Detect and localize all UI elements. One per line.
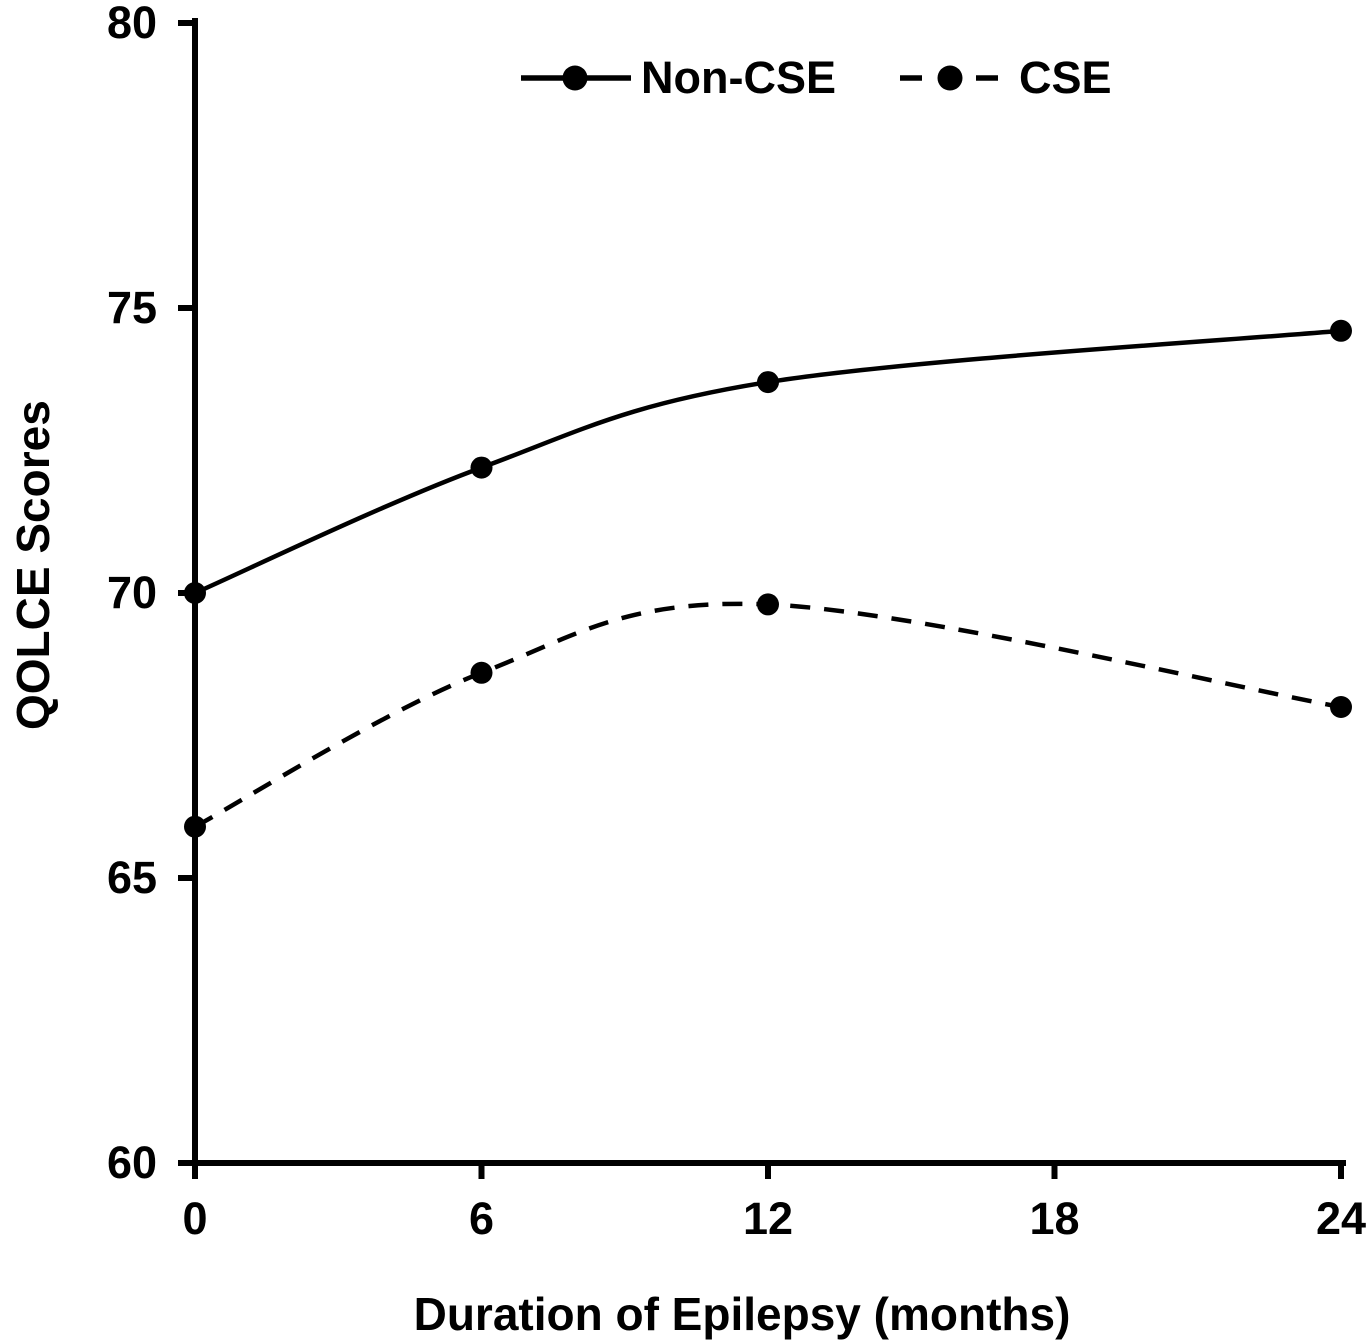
y-axis-title: QOLCE Scores	[7, 400, 59, 730]
x-tick-label: 12	[742, 1193, 794, 1244]
x-tick-label: 24	[1315, 1193, 1367, 1244]
data-point-non-cse	[1330, 319, 1352, 342]
data-point-non-cse	[470, 456, 493, 479]
x-axis-title: Duration of Epilepsy (months)	[413, 1288, 1071, 1340]
x-tick-label: 0	[182, 1193, 208, 1244]
x-tick-label: 6	[468, 1193, 495, 1244]
y-tick-label: 80	[106, 0, 157, 48]
data-point-non-cse	[184, 582, 206, 604]
data-point-cse	[470, 661, 493, 684]
dashed-line-marker-icon	[900, 65, 1000, 91]
legend-label-cse: CSE	[1019, 52, 1112, 103]
series-line-non-cse	[194, 328, 1342, 596]
legend-label-non-cse: Non-CSE	[641, 52, 836, 103]
x-tick-label: 18	[1029, 1193, 1080, 1244]
y-tick-label: 65	[106, 852, 157, 903]
axes	[192, 18, 1346, 1166]
data-point-cse	[1330, 696, 1352, 718]
legend: Non-CSE CSE	[521, 50, 1112, 106]
series-line-cse	[193, 601, 1342, 829]
data-point-non-cse	[757, 371, 779, 394]
data-point-cse	[184, 815, 206, 838]
y-tick-label: 70	[106, 567, 157, 618]
solid-line-marker-icon	[521, 65, 631, 91]
y-tick-label: 60	[106, 1137, 157, 1188]
y-tick-label: 75	[106, 282, 157, 333]
legend-item-non-cse: Non-CSE	[521, 50, 836, 106]
data-point-cse	[757, 593, 779, 616]
legend-item-cse: CSE	[900, 50, 1112, 106]
